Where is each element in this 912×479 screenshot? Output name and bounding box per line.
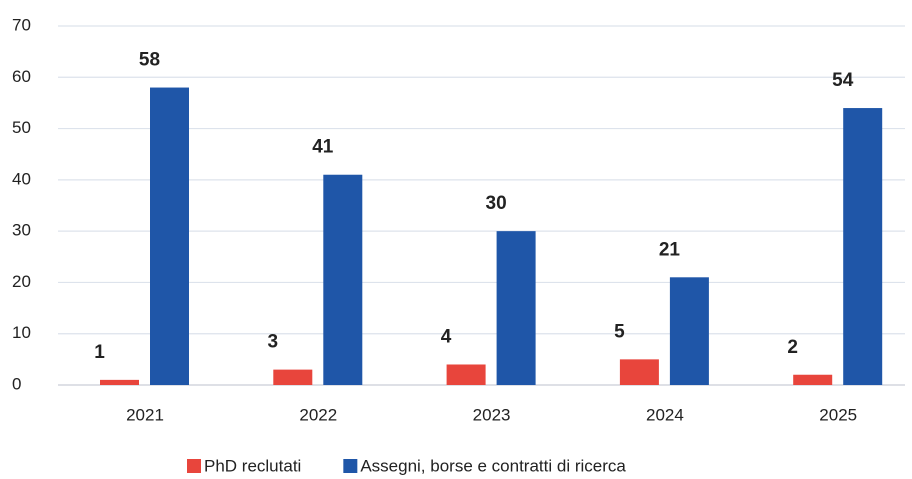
bar: [793, 374, 833, 385]
y-tick-label: 70: [12, 15, 31, 34]
value-label: 54: [832, 70, 854, 91]
y-tick-label: 0: [12, 374, 21, 393]
bar: [669, 277, 709, 385]
x-tick-label: 2022: [299, 405, 337, 424]
bar: [496, 231, 536, 385]
x-tick-label: 2025: [819, 405, 857, 424]
bar: [446, 364, 486, 385]
value-label: 58: [139, 50, 160, 71]
value-label: 1: [94, 342, 105, 363]
y-tick-label: 50: [12, 118, 31, 137]
legend-swatch: [187, 459, 201, 473]
bar: [150, 87, 189, 386]
bar: [273, 369, 313, 385]
bar: [843, 108, 883, 386]
value-label: 4: [441, 327, 452, 348]
y-tick-label: 20: [12, 272, 31, 291]
bar: [323, 174, 363, 385]
value-label: 21: [659, 239, 681, 260]
y-tick-label: 10: [12, 323, 31, 342]
legend-label: PhD reclutati: [204, 456, 301, 475]
y-tick-label: 30: [12, 221, 31, 240]
x-tick-label: 2021: [126, 405, 164, 424]
value-label: 3: [268, 332, 279, 353]
bar: [100, 379, 139, 385]
value-label: 30: [486, 193, 507, 214]
legend-label: Assegni, borse e contratti di ricerca: [360, 456, 626, 475]
value-label: 5: [614, 321, 625, 342]
value-label: 41: [312, 137, 334, 158]
x-tick-label: 2024: [646, 405, 684, 424]
bar: [619, 359, 659, 385]
value-label: 2: [787, 337, 798, 358]
legend-swatch: [343, 459, 358, 473]
y-tick-label: 40: [12, 169, 31, 188]
y-tick-label: 60: [12, 67, 31, 86]
x-tick-label: 2023: [473, 405, 511, 424]
